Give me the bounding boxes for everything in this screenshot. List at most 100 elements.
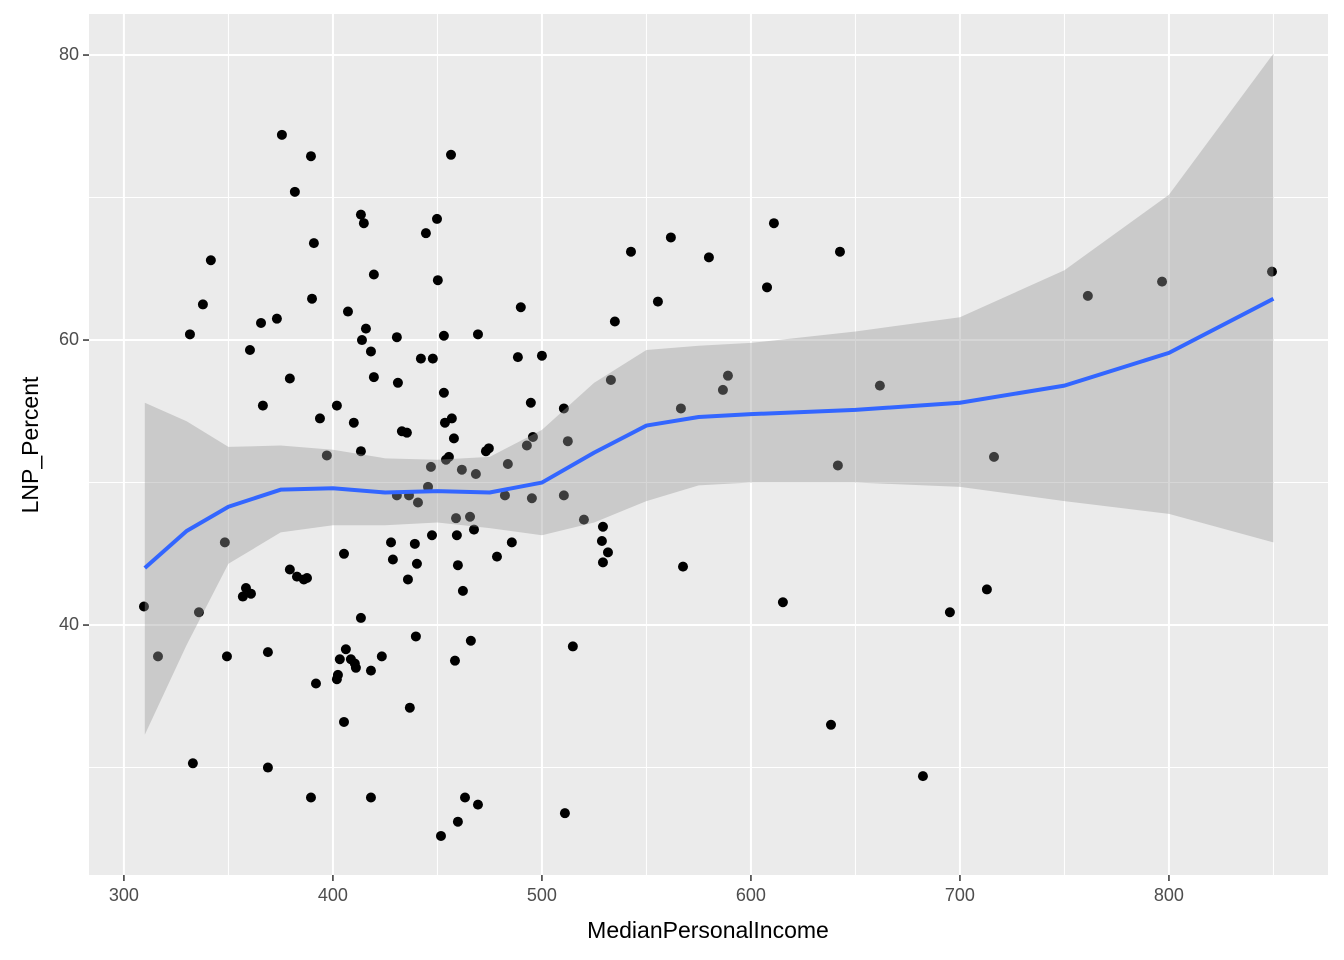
point [665, 232, 676, 243]
point [334, 654, 345, 665]
point [256, 317, 267, 328]
point [392, 377, 403, 388]
point [472, 329, 483, 340]
point [410, 631, 421, 642]
point [525, 397, 536, 408]
point [1157, 276, 1168, 287]
point [536, 350, 547, 361]
point [401, 427, 412, 438]
point [717, 384, 728, 395]
point [360, 323, 371, 334]
point [331, 400, 342, 411]
point [356, 335, 367, 346]
smooth-line [143, 296, 1275, 570]
point [368, 269, 379, 280]
point [197, 299, 208, 310]
point [262, 647, 273, 658]
point [219, 537, 230, 548]
point [652, 296, 663, 307]
point [460, 792, 471, 803]
point [526, 493, 537, 504]
x-axis-title: MedianPersonalIncome [587, 917, 829, 943]
point [989, 451, 1000, 462]
point [465, 511, 476, 522]
point [451, 513, 462, 524]
point [305, 792, 316, 803]
point [468, 524, 479, 535]
point [368, 372, 379, 383]
point [411, 558, 422, 569]
point [483, 443, 494, 454]
panel [89, 14, 1328, 875]
point [832, 460, 843, 471]
point [605, 374, 616, 385]
point [402, 574, 413, 585]
point [358, 218, 369, 229]
point [427, 353, 438, 364]
point [355, 209, 366, 220]
point [376, 651, 387, 662]
point [338, 716, 349, 727]
x-tick-label: 700 [945, 885, 975, 905]
point [404, 702, 415, 713]
point [435, 830, 446, 841]
point [491, 551, 502, 562]
x-tick-label: 300 [109, 885, 139, 905]
point [722, 370, 733, 381]
point [874, 380, 885, 391]
point [152, 651, 163, 662]
point [355, 446, 366, 457]
point [348, 417, 359, 428]
point [502, 459, 513, 470]
point [597, 521, 608, 532]
y-axis-title: LNP_Percent [17, 376, 43, 513]
point [387, 554, 398, 565]
point [321, 450, 332, 461]
point [415, 353, 426, 364]
point [409, 538, 420, 549]
point [762, 282, 773, 293]
point [276, 129, 287, 140]
point [289, 186, 300, 197]
point [221, 651, 232, 662]
point [365, 792, 376, 803]
y-tick-label: 80 [59, 44, 79, 64]
point [825, 719, 836, 730]
point [284, 564, 295, 575]
point [777, 597, 788, 608]
point [138, 601, 149, 612]
point [307, 293, 318, 304]
y-tick-label: 40 [59, 614, 79, 634]
point [452, 560, 463, 571]
point [332, 669, 343, 680]
point [567, 641, 578, 652]
x-tick-label: 800 [1154, 885, 1184, 905]
point [625, 246, 636, 257]
point [350, 662, 361, 673]
point [451, 530, 462, 541]
confidence-band [144, 53, 1274, 735]
point [245, 588, 256, 599]
point [184, 329, 195, 340]
point [425, 461, 436, 472]
point [449, 655, 460, 666]
point [515, 302, 526, 313]
point [284, 373, 295, 384]
point [456, 464, 467, 475]
point [205, 255, 216, 266]
point [527, 431, 538, 442]
point [521, 440, 532, 451]
point [917, 771, 928, 782]
point [465, 635, 476, 646]
point [448, 433, 459, 444]
point [512, 352, 523, 363]
point [426, 530, 437, 541]
point [703, 252, 714, 263]
point [193, 607, 204, 618]
point [391, 332, 402, 343]
point [365, 665, 376, 676]
point [944, 607, 955, 618]
point [308, 238, 319, 249]
point [609, 316, 620, 327]
